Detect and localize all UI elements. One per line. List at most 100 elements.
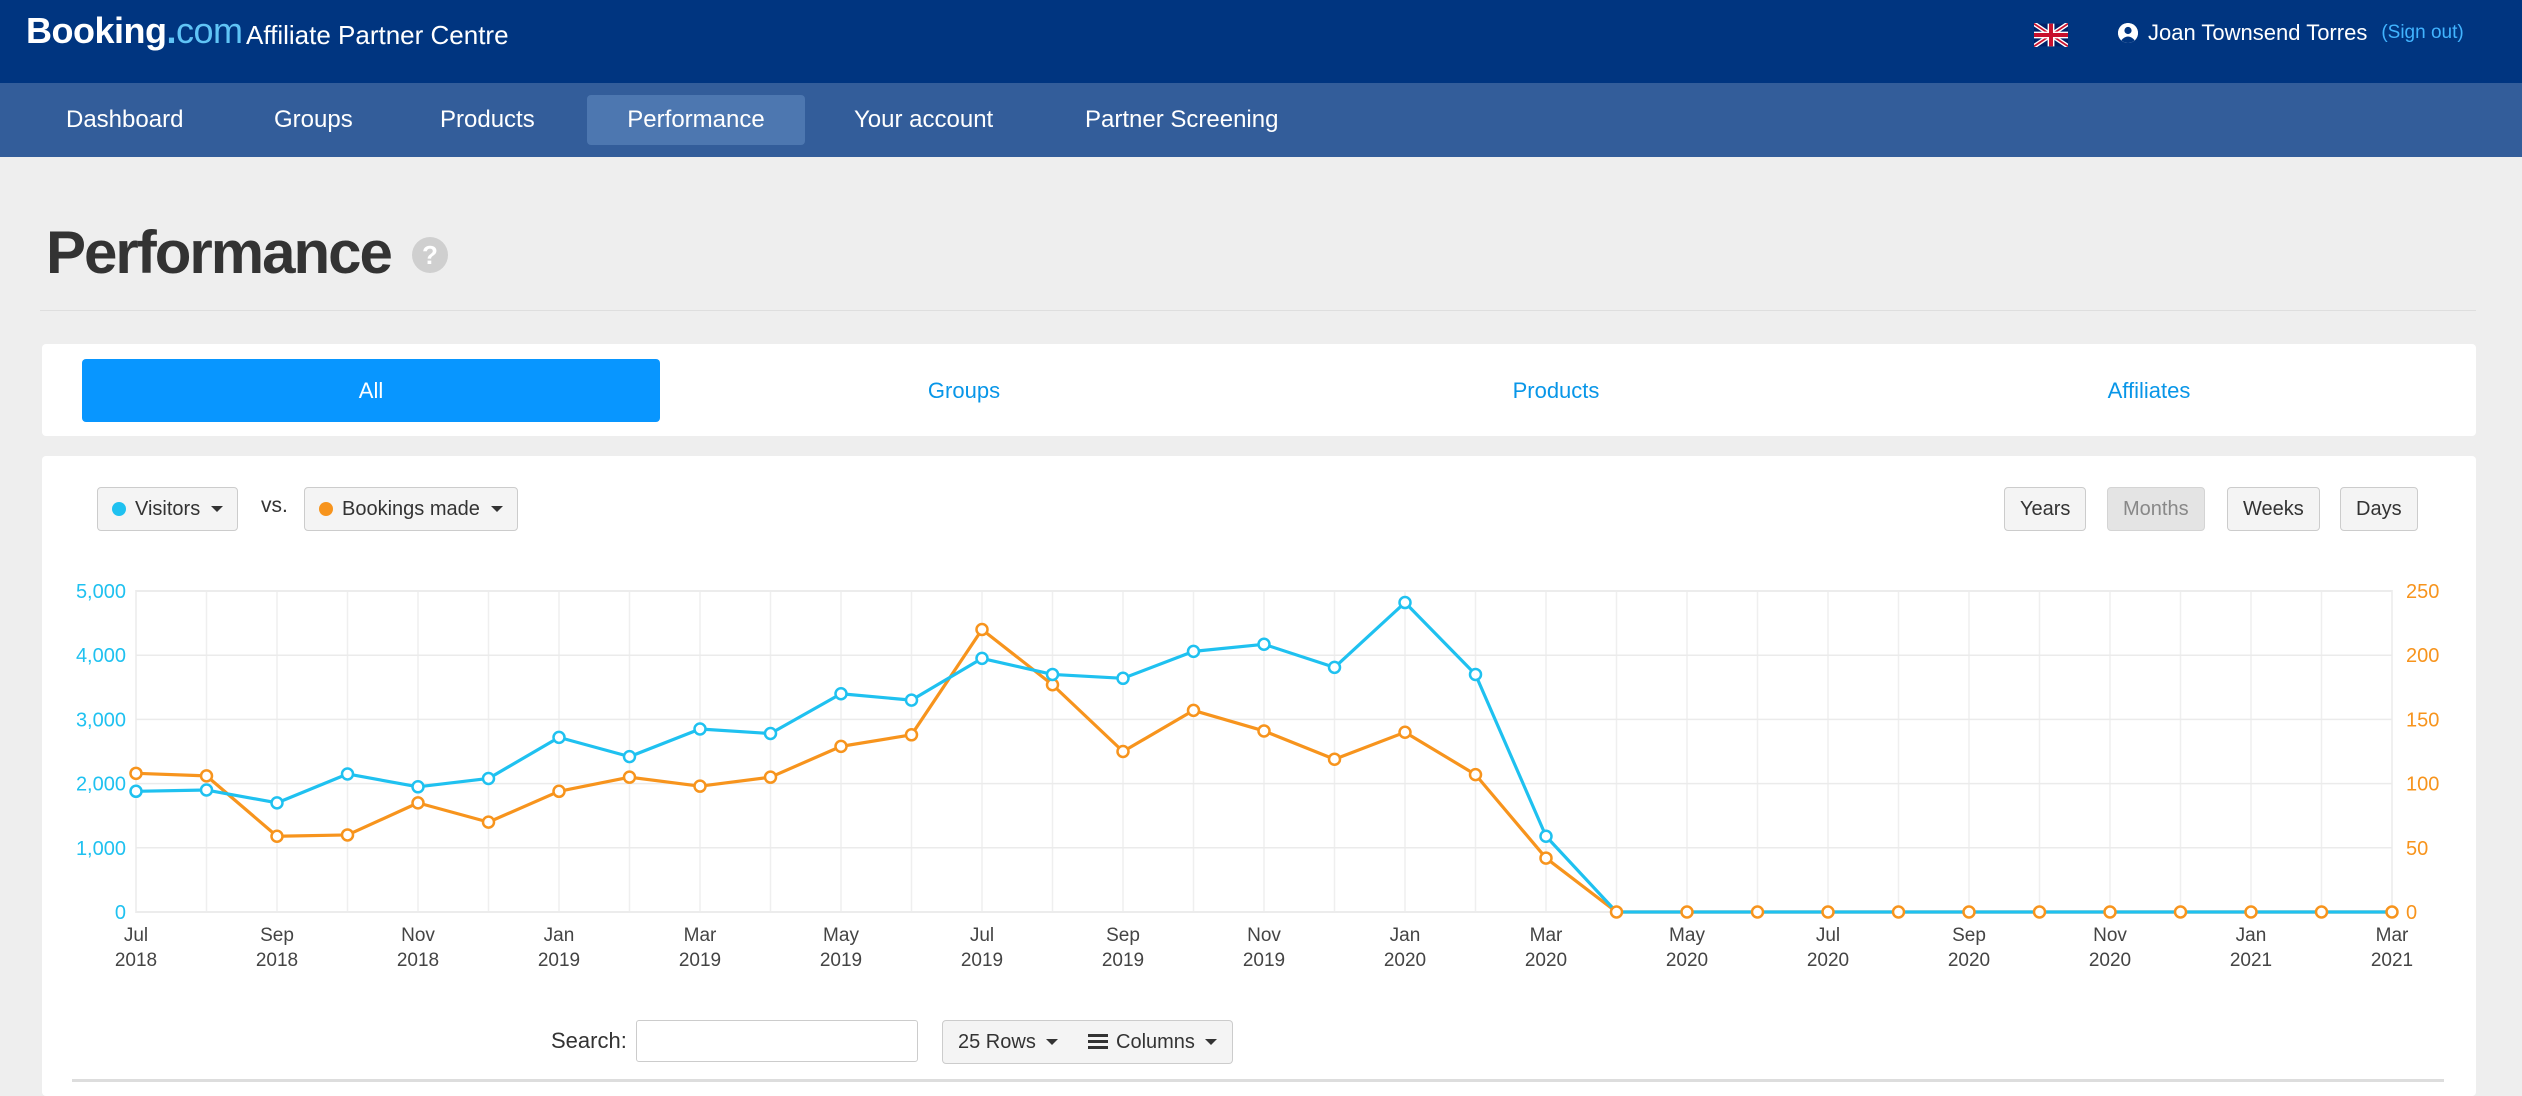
bookings-point [270,829,284,843]
y-left-tick-label: 4,000 [76,645,126,667]
visitors-point [1257,637,1271,652]
user-menu: Joan Townsend Torres (Sign out) [2118,20,2464,46]
period-days-button[interactable]: Days [2340,487,2418,531]
x-tick-year-label: 2019 [538,950,580,971]
x-tick-year-label: 2021 [2230,950,2272,971]
x-tick-year-label: 2018 [256,950,298,971]
y-left-tick-label: 1,000 [76,838,126,860]
nav-performance[interactable]: Performance [587,95,805,145]
bookings-point [340,828,355,842]
bookings-point [1398,725,1412,739]
x-tick-year-label: 2019 [961,950,1003,971]
x-tick-label: Mar [684,925,717,946]
bookings-point [834,739,848,754]
x-tick-label: Jan [1390,925,1421,946]
page-title: Performance [46,219,393,286]
nav-partner-screening[interactable]: Partner Screening [1085,106,1279,133]
y-right-tick-label: 150 [2406,709,2439,731]
y-right-tick-label: 250 [2406,581,2439,603]
visitors-point [411,780,425,794]
rows-per-page-button[interactable]: 25 Rows [942,1020,1074,1064]
y-left-tick-label: 0 [115,902,126,924]
bookings-point [693,779,707,793]
nav-products[interactable]: Products [440,106,535,133]
x-tick-year-label: 2019 [1102,950,1144,971]
x-tick-year-label: 2019 [820,950,862,971]
user-name: Joan Townsend Torres [2148,20,2368,45]
columns-label: Columns [1116,1031,1195,1053]
visitors-point [129,784,143,799]
columns-button[interactable]: Columns [1073,1020,1233,1064]
visitors-point [975,651,989,666]
visitors-point [1468,667,1483,682]
table-header-rule [72,1079,2444,1082]
x-tick-year-label: 2020 [1666,950,1708,971]
bookings-point [1750,905,1765,919]
main-nav: Dashboard Groups Products Performance Yo… [0,83,2522,157]
bookings-point [2032,905,2047,919]
visitors-point [1327,660,1342,675]
bookings-point [2385,905,2399,919]
visitors-point [481,771,496,786]
x-tick-label: Sep [1106,925,1140,946]
x-tick-label: Sep [1952,925,1986,946]
x-tick-year-label: 2019 [679,950,721,971]
x-tick-label: Jul [124,925,148,946]
uk-flag-icon[interactable] [2034,23,2068,47]
metric-left-dropdown[interactable]: Visitors [97,487,239,531]
scope-tabs: All Groups Products Affiliates [42,344,2476,436]
bookings-point [1891,905,1906,919]
tab-all[interactable]: All [82,359,660,422]
nav-your-account[interactable]: Your account [854,106,994,133]
tab-affiliates[interactable]: Affiliates [2107,378,2191,403]
bookings-point [1186,703,1201,718]
search-input[interactable] [636,1020,918,1062]
brand-main: Booking [26,10,167,51]
visitors-point [1539,829,1553,843]
chevron-down-icon [1045,1039,1058,1045]
rows-per-page-label: 25 Rows [958,1031,1036,1053]
bookings-point [2314,905,2329,919]
chevron-down-icon [1204,1039,1217,1045]
sign-out-link[interactable]: (Sign out) [2381,22,2464,43]
brand-dot: . [166,10,176,51]
bookings-point [1680,905,1694,919]
visitors-point [1186,644,1201,659]
user-avatar-icon [2118,23,2138,43]
bookings-point [1468,767,1483,782]
metric-right-dropdown[interactable]: Bookings made [304,487,518,531]
visitors-point [199,783,214,797]
y-right-tick-label: 100 [2406,774,2439,796]
help-icon[interactable]: ? [412,237,448,273]
visitors-point [693,722,707,736]
x-tick-label: Mar [1530,925,1563,946]
nav-dashboard[interactable]: Dashboard [66,106,184,133]
x-tick-label: Jan [2236,925,2267,946]
period-months-button[interactable]: Months [2107,487,2205,531]
booking-logo[interactable]: Booking.com [26,10,243,52]
visitors-point [622,749,637,764]
vs-label: vs. [261,494,288,517]
period-weeks-button[interactable]: Weeks [2227,487,2320,531]
x-tick-label: Jul [970,925,994,946]
title-divider [40,310,2476,311]
bookings-point [129,766,143,781]
bookings-point [622,770,637,784]
period-years-button[interactable]: Years [2004,487,2087,531]
chevron-down-icon [211,506,224,512]
x-tick-label: Jul [1816,925,1840,946]
y-right-tick-label: 200 [2406,645,2439,667]
x-tick-year-label: 2018 [397,950,439,971]
visitors-point [1116,671,1130,686]
tab-products[interactable]: Products [1512,378,1600,403]
bookings-point [2103,905,2117,919]
nav-groups[interactable]: Groups [274,106,353,133]
visitors-point [763,726,778,741]
bookings-point [1116,744,1130,759]
bookings-point [2244,905,2258,919]
y-left-tick-label: 5,000 [76,581,126,603]
bookings-point [552,784,566,799]
tab-groups[interactable]: Groups [927,378,1001,403]
list-icon [1088,1034,1108,1050]
x-tick-year-label: 2020 [1948,950,1990,971]
